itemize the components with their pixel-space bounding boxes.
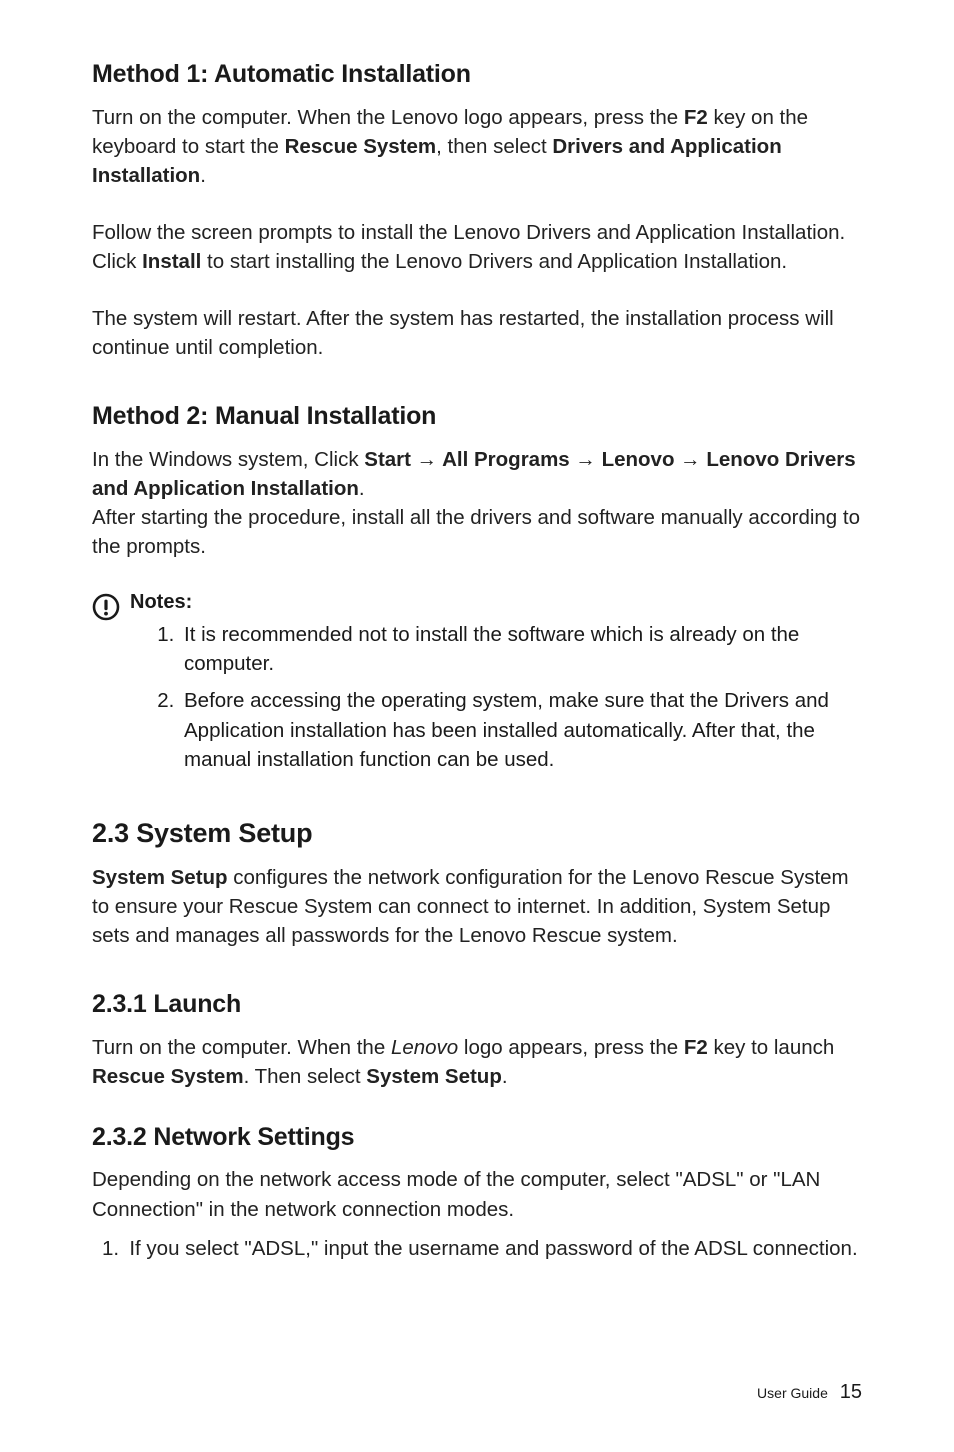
- method2-section: Method 2: Manual Installation In the Win…: [92, 400, 862, 561]
- term-system-setup: System Setup: [92, 866, 228, 889]
- text-run: . Then select: [244, 1065, 367, 1088]
- network-item-1: 1. If you select "ADSL," input the usern…: [92, 1234, 862, 1263]
- method2-heading: Method 2: Manual Installation: [92, 400, 862, 433]
- network-paragraph: Depending on the network access mode of …: [92, 1165, 862, 1223]
- term-rescue-system: Rescue System: [285, 135, 437, 158]
- method1-heading: Method 1: Automatic Installation: [92, 58, 862, 91]
- text-run: .: [359, 477, 365, 500]
- text-run: logo appears, press the: [458, 1036, 684, 1059]
- notes-item-1: It is recommended not to install the sof…: [180, 620, 862, 678]
- notes-item-2: Before accessing the operating system, m…: [180, 686, 862, 773]
- method1-paragraph-3: The system will restart. After the syste…: [92, 304, 862, 362]
- text-run: key to launch: [708, 1036, 835, 1059]
- page-footer: User Guide 15: [757, 1381, 862, 1404]
- term-lenovo: Lenovo: [391, 1036, 458, 1059]
- text-run: Turn on the computer. When the: [92, 1036, 391, 1059]
- system-setup-paragraph: System Setup configures the network conf…: [92, 863, 862, 950]
- launch-section: 2.3.1 Launch Turn on the computer. When …: [92, 988, 862, 1091]
- term-rescue-system: Rescue System: [92, 1065, 244, 1088]
- network-section: 2.3.2 Network Settings Depending on the …: [92, 1121, 862, 1263]
- notes-label: Notes:: [130, 591, 862, 614]
- launch-paragraph: Turn on the computer. When the Lenovo lo…: [92, 1033, 862, 1091]
- text-run: .: [502, 1065, 508, 1088]
- term-system-setup: System Setup: [366, 1065, 502, 1088]
- notes-list: It is recommended not to install the sof…: [130, 620, 862, 774]
- notes-block: Notes: It is recommended not to install …: [92, 591, 862, 782]
- system-setup-section: 2.3 System Setup System Setup configures…: [92, 816, 862, 950]
- network-heading: 2.3.2 Network Settings: [92, 1121, 862, 1154]
- text-run: In the Windows system, Click: [92, 448, 364, 471]
- text-run: to start installing the Lenovo Drivers a…: [201, 250, 787, 273]
- notes-content: Notes: It is recommended not to install …: [130, 591, 862, 782]
- method1-section: Method 1: Automatic Installation Turn on…: [92, 58, 862, 362]
- method1-paragraph-1: Turn on the computer. When the Lenovo lo…: [92, 103, 862, 190]
- text-run: .: [200, 164, 206, 187]
- term-install: Install: [142, 250, 201, 273]
- key-f2: F2: [684, 106, 708, 129]
- key-f2: F2: [684, 1036, 708, 1059]
- alert-icon: [92, 593, 120, 626]
- method2-paragraph: In the Windows system, Click Start → All…: [92, 445, 862, 561]
- page-number: 15: [840, 1381, 862, 1403]
- text-run: Turn on the computer. When the Lenovo lo…: [92, 106, 684, 129]
- text-run: After starting the procedure, install al…: [92, 506, 860, 558]
- launch-heading: 2.3.1 Launch: [92, 988, 862, 1021]
- footer-label: User Guide: [757, 1385, 828, 1401]
- text-run: , then select: [436, 135, 552, 158]
- system-setup-heading: 2.3 System Setup: [92, 816, 862, 851]
- method1-paragraph-2: Follow the screen prompts to install the…: [92, 218, 862, 276]
